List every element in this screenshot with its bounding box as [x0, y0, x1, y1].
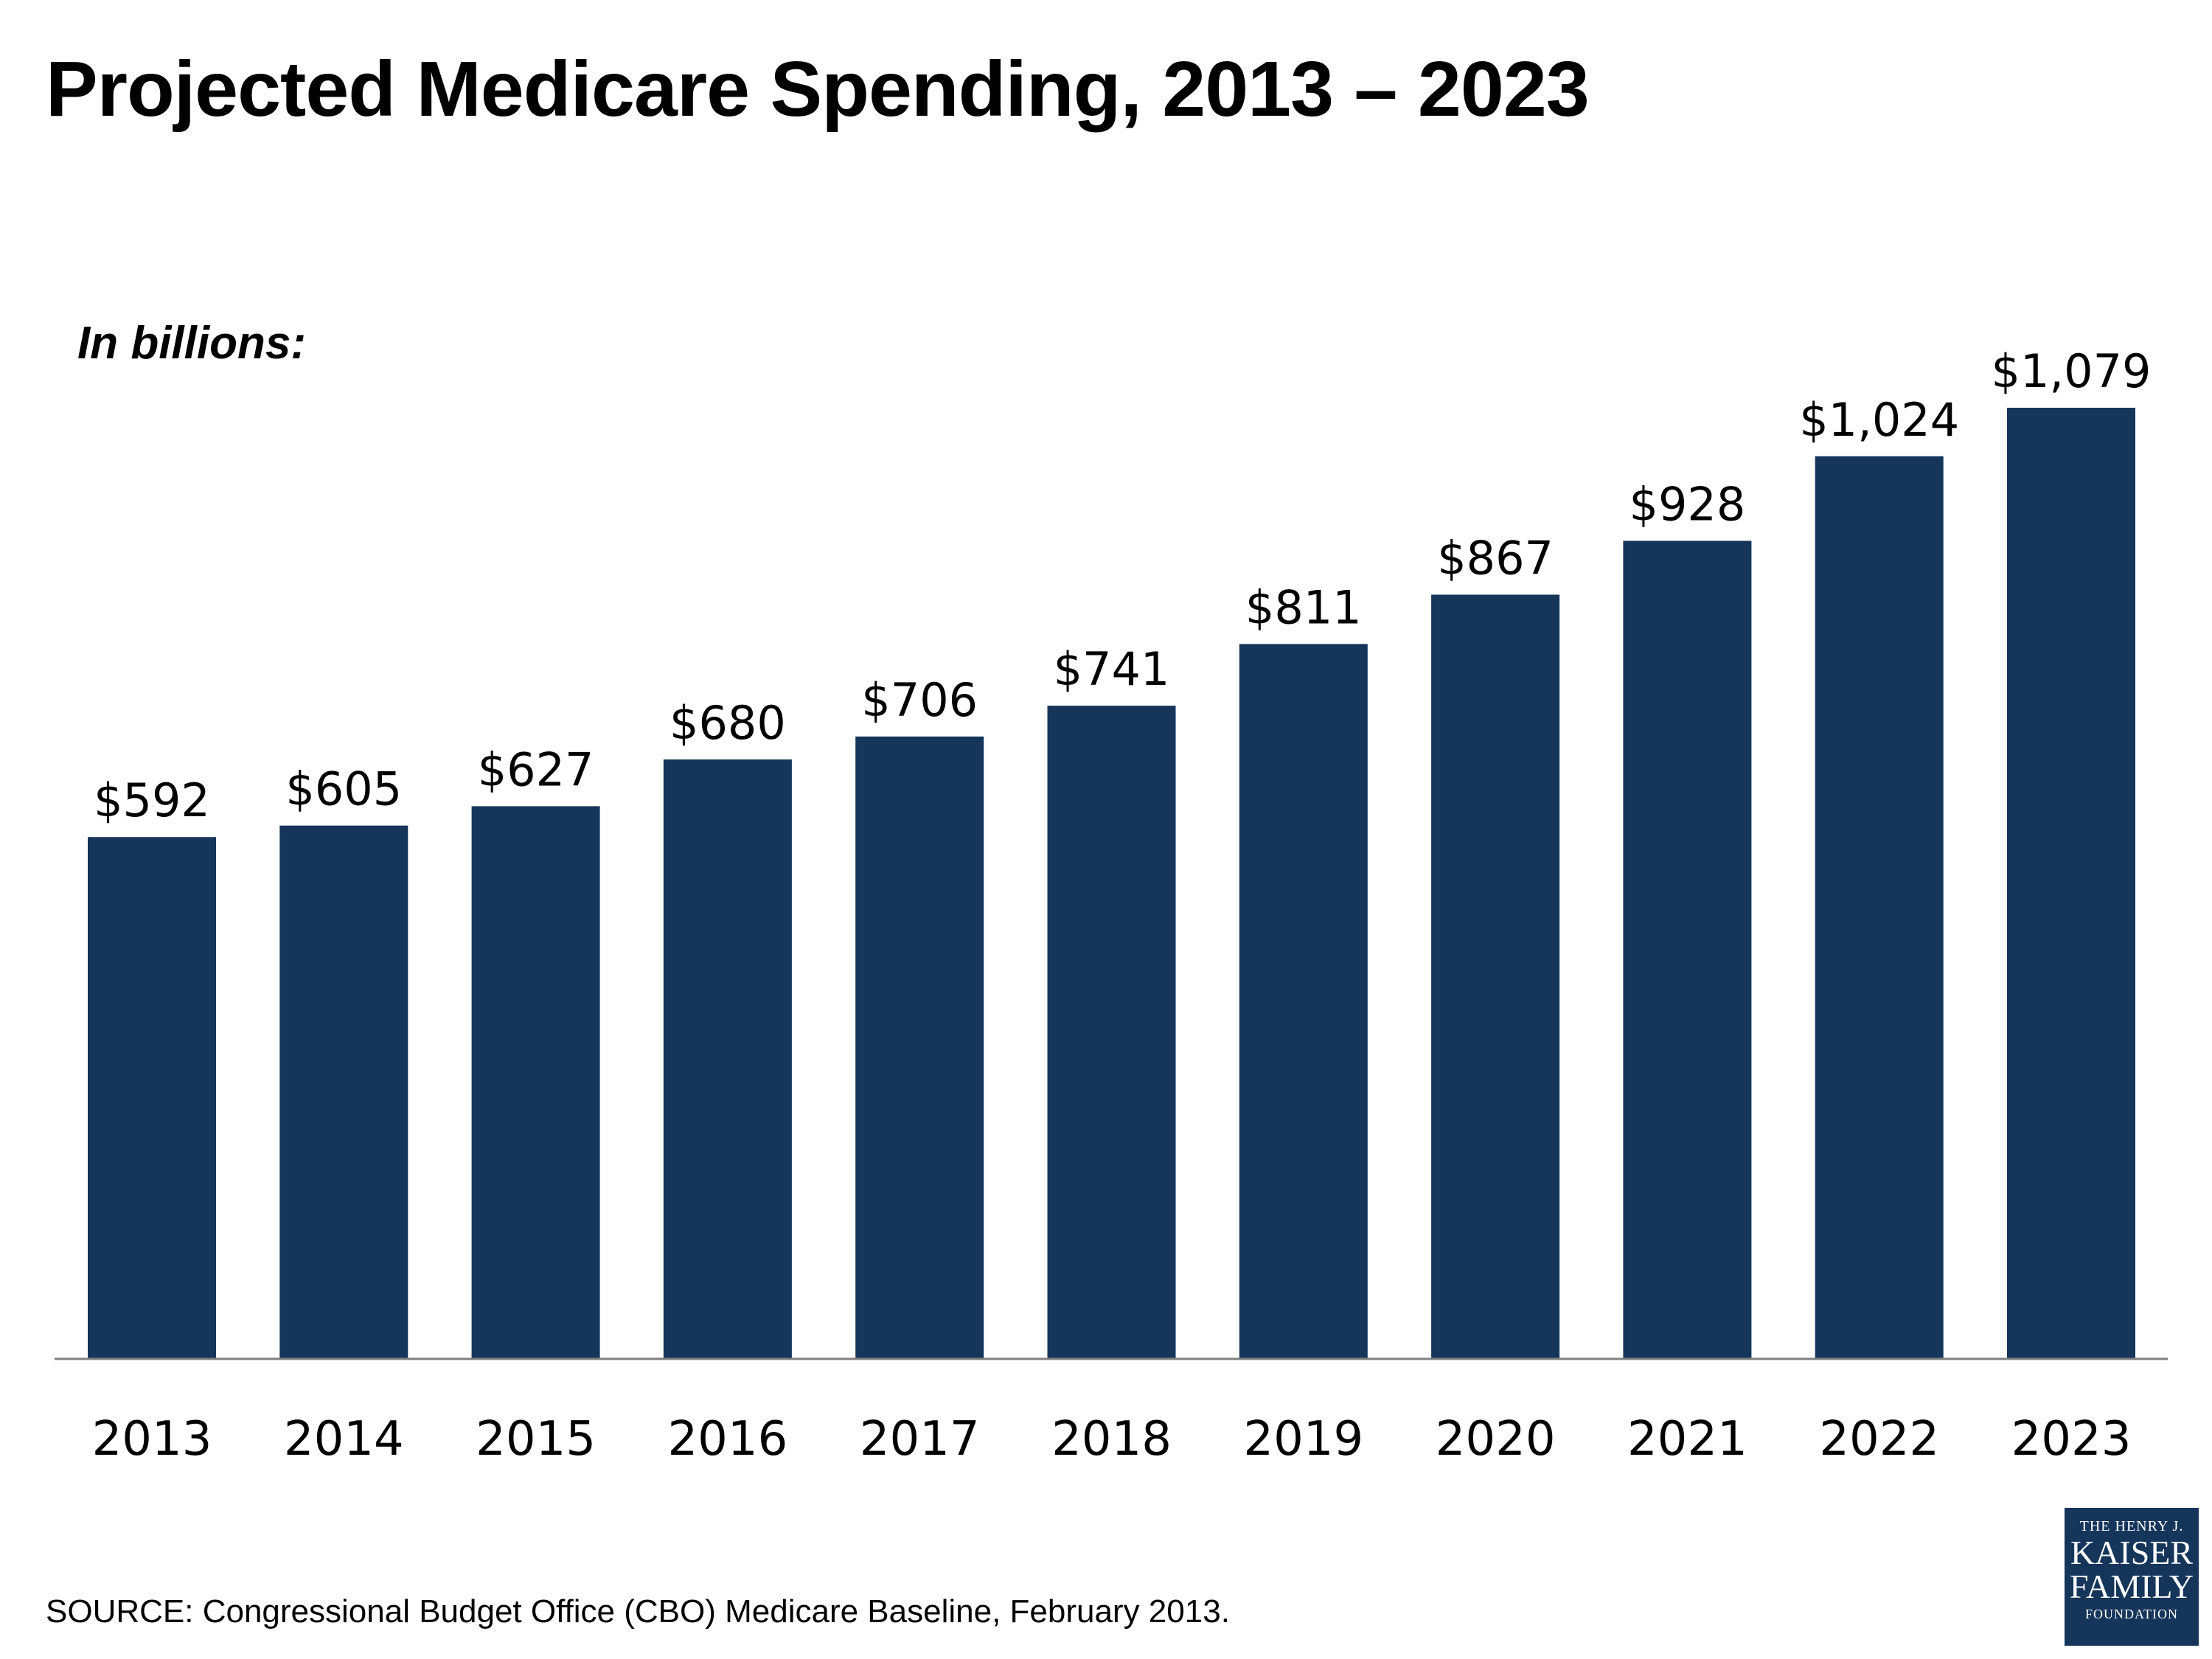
- bar-2014: [279, 825, 408, 1359]
- value-labels-group: $592 $605 $627 $680 $706 $741 $811 $867 $928 $1,0…: [94, 344, 2151, 827]
- value-label-2017: $706: [861, 673, 978, 727]
- bar-2017: [855, 736, 984, 1359]
- bar-2019: [1239, 644, 1368, 1359]
- bar-2022: [1815, 456, 1944, 1359]
- logo-line-1: THE HENRY J.: [2079, 1518, 2184, 1534]
- chart-subtitle: In billions:: [77, 318, 306, 369]
- bar-2015: [471, 806, 600, 1359]
- x-tick-label-2021: 2021: [1627, 1412, 1747, 1467]
- value-label-2023: $1,079: [1992, 344, 2152, 398]
- value-label-2022: $1,024: [1799, 393, 1959, 447]
- x-tick-label-2013: 2013: [92, 1412, 212, 1467]
- x-tick-label-2022: 2022: [1819, 1412, 1939, 1467]
- value-label-2018: $741: [1054, 642, 1170, 696]
- x-tick-label-2015: 2015: [476, 1412, 596, 1467]
- bar-2023: [2007, 408, 2135, 1359]
- x-tick-label-2016: 2016: [667, 1412, 787, 1467]
- value-label-2019: $811: [1245, 580, 1362, 634]
- x-tick-label-2018: 2018: [1051, 1412, 1172, 1467]
- x-tick-label-2019: 2019: [1243, 1412, 1363, 1467]
- logo-line-2: KAISER: [2070, 1534, 2194, 1571]
- source-note: SOURCE: Congressional Budget Office (CBO…: [46, 1593, 1230, 1630]
- x-tick-label-2017: 2017: [860, 1412, 980, 1467]
- bar-2021: [1623, 540, 1752, 1359]
- value-label-2014: $605: [285, 762, 402, 816]
- value-label-2016: $680: [669, 696, 786, 750]
- kff-logo: THE HENRY J. KAISER FAMILY FOUNDATION: [2065, 1508, 2199, 1646]
- value-label-2020: $867: [1437, 532, 1554, 585]
- bar-2013: [88, 837, 216, 1359]
- bar-2016: [663, 759, 792, 1359]
- x-tick-label-2014: 2014: [284, 1412, 404, 1467]
- bar-2020: [1431, 594, 1560, 1359]
- tick-labels-group: 2013 2014 2015 2016 2017 2018 2019 2020 2021 2022…: [92, 1412, 2132, 1467]
- x-tick-label-2020: 2020: [1436, 1412, 1556, 1467]
- value-label-2021: $928: [1630, 478, 1746, 532]
- x-tick-label-2023: 2023: [2011, 1412, 2132, 1467]
- bars-group: [88, 408, 2135, 1359]
- bar-2018: [1047, 706, 1176, 1359]
- logo-line-4: FOUNDATION: [2085, 1607, 2178, 1621]
- value-label-2015: $627: [478, 742, 594, 796]
- value-label-2013: $592: [94, 773, 210, 827]
- page-title: Projected Medicare Spending, 2013 – 2023: [46, 46, 1590, 133]
- logo-line-3: FAMILY: [2069, 1568, 2194, 1605]
